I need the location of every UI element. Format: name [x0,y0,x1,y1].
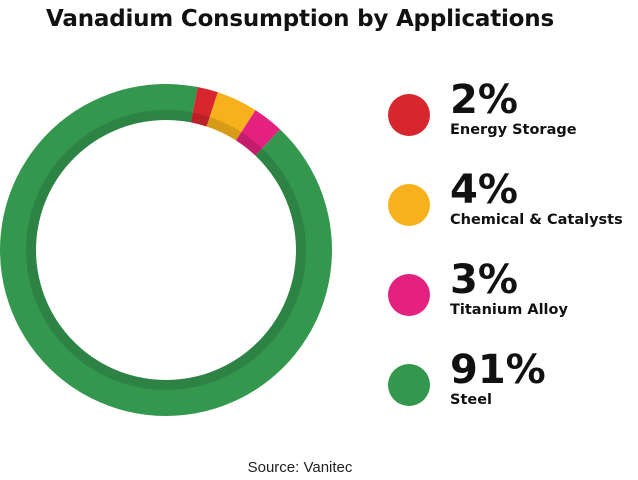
legend-value-energy-storage: 2% [450,77,518,123]
legend-value-chemical-catalysts: 4% [450,167,518,213]
source-note: Source: Vanitec [247,459,353,476]
legend-item-energy-storage: 2% Energy Storage [388,78,638,148]
legend-swatch-chemical-catalysts [388,184,430,226]
legend-value-titanium-alloy: 3% [450,257,518,303]
legend-item-chemical-catalysts: 4% Chemical & Catalysts [388,168,638,238]
donut-slice-chemical-catalysts [206,92,256,141]
legend-swatch-steel [388,364,430,406]
donut-slices [0,84,332,416]
chart-title: Vanadium Consumption by Applications [46,6,554,32]
donut-slice-steel [0,84,332,416]
legend-label-energy-storage: Energy Storage [450,122,577,138]
legend-swatch-titanium-alloy [388,274,430,316]
legend-item-steel: 91% Steel [388,348,638,418]
donut-inner-shade [26,110,306,390]
legend-value-steel: 91% [450,347,546,393]
donut-slice-energy-storage [190,87,218,127]
donut-slice-titanium-alloy [236,110,281,156]
legend-label-chemical-catalysts: Chemical & Catalysts [450,212,623,228]
chart-legend: 2% Energy Storage 4% Chemical & Catalyst… [388,78,638,418]
legend-swatch-energy-storage [388,94,430,136]
legend-item-titanium-alloy: 3% Titanium Alloy [388,258,638,328]
legend-label-steel: Steel [450,392,493,408]
legend-label-titanium-alloy: Titanium Alloy [450,302,568,318]
